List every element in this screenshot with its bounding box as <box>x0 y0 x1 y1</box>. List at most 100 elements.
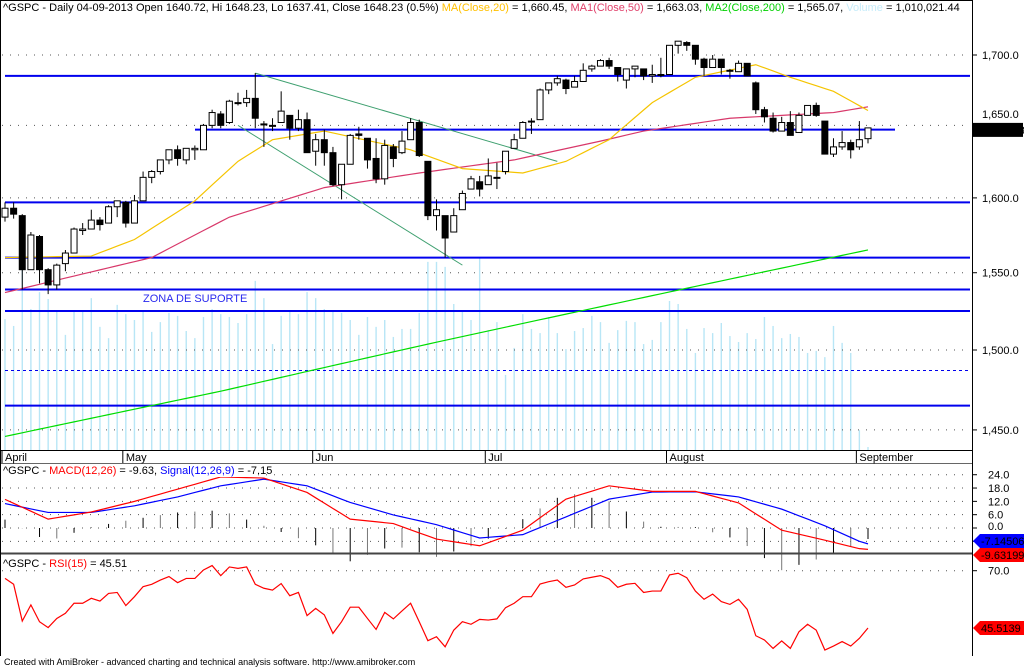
candle-body[interactable] <box>329 152 337 186</box>
candle-body[interactable] <box>484 175 492 186</box>
candle-body[interactable] <box>355 133 363 136</box>
candle-body[interactable] <box>1 207 9 218</box>
candle-body[interactable] <box>363 137 371 161</box>
candle-body[interactable] <box>165 149 173 161</box>
candle-body[interactable] <box>596 60 604 67</box>
candle-body[interactable] <box>683 42 691 46</box>
candle-body[interactable] <box>243 97 251 104</box>
candle-body[interactable] <box>829 146 837 155</box>
candle-body[interactable] <box>510 139 518 149</box>
candle-body[interactable] <box>864 127 872 140</box>
candle-body[interactable] <box>614 67 622 75</box>
candle-body[interactable] <box>588 65 596 70</box>
candle-body[interactable] <box>61 252 69 265</box>
rsi-pane[interactable]: 70.0 45.5139 <box>2 564 1024 651</box>
candle-body[interactable] <box>769 117 777 132</box>
candle-body[interactable] <box>208 112 216 126</box>
candle-body[interactable] <box>277 110 285 124</box>
candle-body[interactable] <box>778 122 786 132</box>
candle-body[interactable] <box>441 215 449 239</box>
candle-body[interactable] <box>571 80 579 88</box>
candle-body[interactable] <box>70 228 78 254</box>
candle-body[interactable] <box>130 200 138 224</box>
candle-body[interactable] <box>812 104 820 116</box>
candle-body[interactable] <box>545 82 553 91</box>
candle-body[interactable] <box>433 209 440 217</box>
candle-body[interactable] <box>191 147 199 151</box>
candle-body[interactable] <box>372 157 380 180</box>
candle-body[interactable] <box>415 122 423 157</box>
candle-body[interactable] <box>657 73 665 76</box>
candle-body[interactable] <box>96 219 104 226</box>
candle-body[interactable] <box>553 78 561 84</box>
candle-body[interactable] <box>631 65 639 70</box>
candle-body[interactable] <box>804 104 812 116</box>
candle-body[interactable] <box>855 139 863 148</box>
candle-body[interactable] <box>795 114 803 134</box>
candle-body[interactable] <box>760 109 768 118</box>
candle-body[interactable] <box>113 200 121 208</box>
trendline[interactable] <box>255 72 558 162</box>
candle-body[interactable] <box>450 215 458 233</box>
candle-body[interactable] <box>605 60 613 67</box>
candle-body[interactable] <box>87 219 95 230</box>
candle-body[interactable] <box>148 171 156 178</box>
candle-body[interactable] <box>156 159 164 173</box>
candle-body[interactable] <box>27 234 35 271</box>
candle-body[interactable] <box>122 201 130 224</box>
candle-body[interactable] <box>821 120 829 155</box>
candle-body[interactable] <box>105 206 113 224</box>
candle-body[interactable] <box>346 134 354 165</box>
candle-body[interactable] <box>139 176 147 202</box>
candle-body[interactable] <box>320 139 328 154</box>
candle-body[interactable] <box>691 44 699 60</box>
candle-body[interactable] <box>476 181 484 190</box>
candle-body[interactable] <box>622 68 630 81</box>
candle-body[interactable] <box>182 147 190 161</box>
candle-body[interactable] <box>493 176 501 179</box>
candle-body[interactable] <box>536 89 544 121</box>
candle-body[interactable] <box>260 123 268 126</box>
candle-body[interactable] <box>640 68 648 77</box>
candle-body[interactable] <box>562 79 570 90</box>
macd-pane[interactable]: 24.018.012.0 6.00.0 -7.14506 -9.63199 <box>2 470 1024 571</box>
candle-body[interactable] <box>527 120 535 123</box>
candle-body[interactable] <box>579 69 587 82</box>
candle-body[interactable] <box>10 207 18 215</box>
candle-body[interactable] <box>381 144 389 180</box>
candle-body[interactable] <box>44 269 52 286</box>
candle-body[interactable] <box>303 119 311 154</box>
candle-body[interactable] <box>519 122 527 139</box>
candle-body[interactable] <box>269 124 277 127</box>
candle-body[interactable] <box>312 139 320 152</box>
candle-body[interactable] <box>674 40 682 46</box>
price-pane[interactable] <box>0 0 973 451</box>
candle-body[interactable] <box>217 113 225 126</box>
candle-body[interactable] <box>700 58 708 69</box>
candle-body[interactable] <box>225 100 233 124</box>
candle-body[interactable] <box>786 122 794 136</box>
candle-body[interactable] <box>251 97 259 119</box>
candle-body[interactable] <box>458 192 466 211</box>
candle-body[interactable] <box>234 102 242 105</box>
candle-body[interactable] <box>743 62 751 77</box>
candle-body[interactable] <box>18 215 26 271</box>
candle-body[interactable] <box>467 178 475 190</box>
candle-body[interactable] <box>294 119 302 129</box>
candle-body[interactable] <box>53 264 61 286</box>
candle-body[interactable] <box>424 160 432 217</box>
candle-body[interactable] <box>286 114 294 129</box>
candle-body[interactable] <box>838 142 846 148</box>
candle-body[interactable] <box>79 228 87 232</box>
candle-body[interactable] <box>36 236 44 271</box>
candle-body[interactable] <box>407 122 415 141</box>
candle-body[interactable] <box>199 124 207 151</box>
candle-body[interactable] <box>717 58 725 69</box>
candle-body[interactable] <box>726 69 734 72</box>
candle-body[interactable] <box>398 140 406 154</box>
candle-body[interactable] <box>709 58 717 69</box>
candle-body[interactable] <box>666 44 674 75</box>
candle-body[interactable] <box>752 82 760 111</box>
candle-body[interactable] <box>174 149 182 159</box>
